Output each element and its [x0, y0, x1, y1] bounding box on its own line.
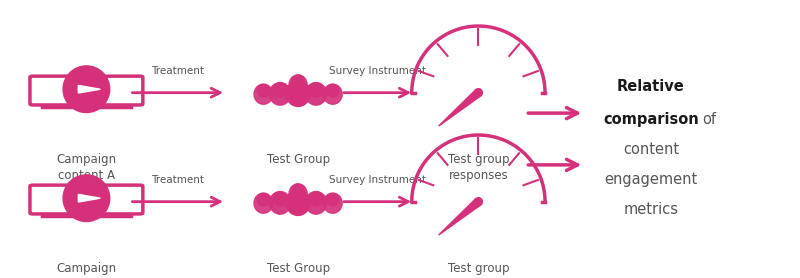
- Ellipse shape: [290, 190, 306, 206]
- FancyBboxPatch shape: [30, 76, 143, 105]
- Polygon shape: [438, 198, 481, 235]
- Ellipse shape: [286, 81, 310, 106]
- Ellipse shape: [270, 83, 290, 105]
- Ellipse shape: [323, 193, 342, 213]
- Ellipse shape: [306, 83, 326, 105]
- Text: Campaign
content A: Campaign content A: [56, 153, 117, 182]
- Ellipse shape: [273, 192, 287, 206]
- Ellipse shape: [306, 192, 326, 214]
- Text: Test Group: Test Group: [266, 262, 330, 275]
- Ellipse shape: [270, 192, 290, 214]
- Ellipse shape: [309, 83, 323, 97]
- Ellipse shape: [289, 184, 307, 203]
- Text: Treatment: Treatment: [151, 66, 204, 76]
- Ellipse shape: [290, 81, 306, 97]
- Ellipse shape: [326, 85, 339, 97]
- Text: Survey Instrument: Survey Instrument: [329, 175, 426, 185]
- Ellipse shape: [474, 89, 482, 97]
- Text: Treatment: Treatment: [151, 175, 204, 185]
- Text: metrics: metrics: [623, 202, 678, 217]
- Ellipse shape: [254, 84, 273, 104]
- Ellipse shape: [474, 198, 482, 206]
- Ellipse shape: [326, 193, 339, 206]
- Ellipse shape: [257, 85, 270, 97]
- Ellipse shape: [286, 190, 310, 215]
- Polygon shape: [438, 90, 481, 126]
- Text: Test Group: Test Group: [266, 153, 330, 166]
- Text: engagement: engagement: [604, 172, 698, 187]
- FancyBboxPatch shape: [30, 185, 143, 214]
- Ellipse shape: [309, 192, 323, 206]
- Ellipse shape: [323, 84, 342, 104]
- Polygon shape: [78, 85, 100, 93]
- Polygon shape: [78, 194, 100, 202]
- Ellipse shape: [63, 175, 110, 222]
- Text: of: of: [702, 112, 716, 127]
- Ellipse shape: [63, 66, 110, 113]
- Ellipse shape: [273, 83, 287, 97]
- Text: content: content: [623, 142, 679, 157]
- Ellipse shape: [257, 193, 270, 206]
- Ellipse shape: [289, 75, 307, 94]
- Text: Survey Instrument: Survey Instrument: [329, 66, 426, 76]
- Text: Relative: Relative: [617, 79, 685, 94]
- Ellipse shape: [292, 184, 304, 196]
- Text: Test group
responses: Test group responses: [448, 262, 509, 278]
- Ellipse shape: [254, 193, 273, 213]
- Text: Campaign
content B: Campaign content B: [56, 262, 117, 278]
- Text: Test group
responses: Test group responses: [448, 153, 509, 182]
- Text: comparison: comparison: [603, 112, 698, 127]
- Ellipse shape: [292, 75, 304, 87]
